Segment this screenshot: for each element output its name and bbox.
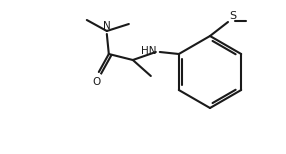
- Text: HN: HN: [141, 46, 157, 56]
- Text: O: O: [93, 77, 101, 87]
- Text: S: S: [229, 11, 236, 21]
- Text: N: N: [103, 21, 111, 31]
